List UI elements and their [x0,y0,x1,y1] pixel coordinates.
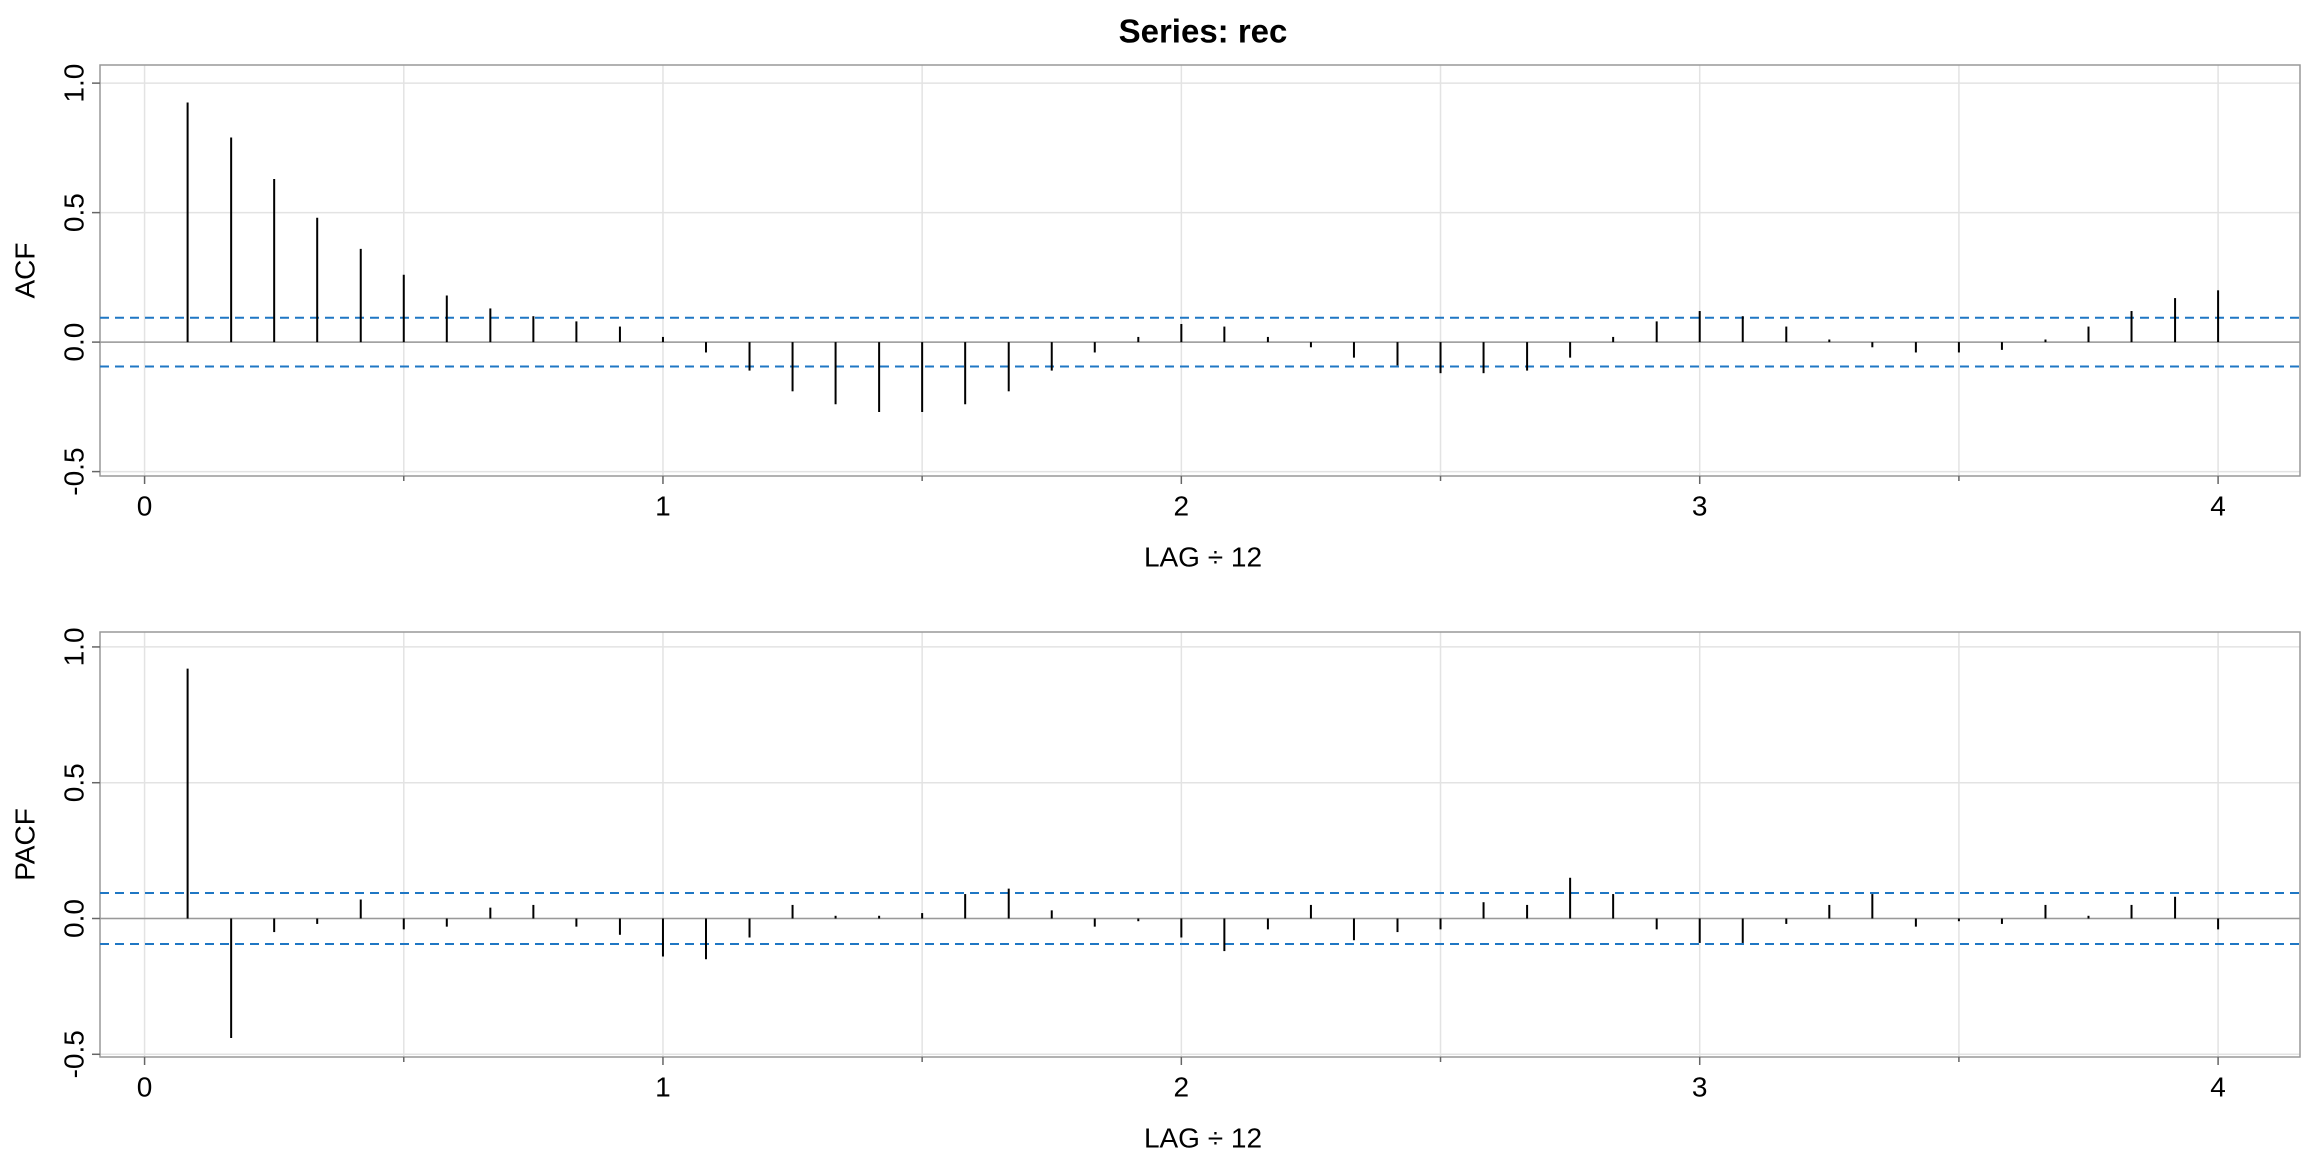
y-tick-label: 0.5 [58,193,89,232]
x-axis-label: LAG ÷ 12 [1144,541,1262,572]
y-axis-label: ACF [9,243,40,299]
y-tick-label: 1.0 [58,64,89,103]
x-tick-label: 1 [655,490,671,521]
x-tick-label: 3 [1692,1071,1708,1102]
x-tick-label: 4 [2210,490,2226,521]
x-axis-label: LAG ÷ 12 [1144,1122,1262,1152]
y-tick-label: 0.0 [58,323,89,362]
x-tick-label: 3 [1692,490,1708,521]
y-tick-label: 0.0 [58,899,89,938]
plot-frame [99,631,2301,1058]
x-tick-label: 4 [2210,1071,2226,1102]
y-tick-label: 1.0 [58,627,89,666]
y-tick-label: -0.5 [58,1030,89,1078]
y-tick-label: -0.5 [58,447,89,495]
chart-title: Series: rec [1119,13,1288,50]
x-tick-label: 0 [137,1071,153,1102]
x-tick-label: 0 [137,490,153,521]
plot-frame [99,64,2301,477]
x-tick-label: 1 [655,1071,671,1102]
x-tick-label: 2 [1174,490,1190,521]
y-axis-label: PACF [9,808,40,881]
y-tick-label: 0.5 [58,763,89,802]
x-tick-label: 2 [1174,1071,1190,1102]
